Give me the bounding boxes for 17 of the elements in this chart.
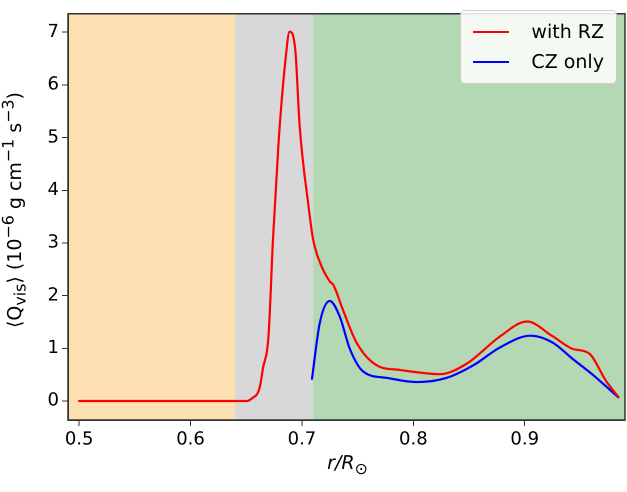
x-tick-label: 0.5 [64,428,94,450]
y-tick-label: 5 [48,126,59,148]
x-tick-label: 0.8 [399,428,428,450]
legend-label: with RZ [531,20,604,45]
y-tick-label: 2 [48,284,59,306]
x-tick-label: 0.9 [510,428,540,450]
legend-label: CZ only [531,50,604,75]
y-tick-label: 3 [48,232,59,253]
line-series [310,300,620,398]
x-axis-title: r/R$_{⊙}$ [327,452,368,478]
y-tick-label: 4 [48,178,59,200]
y-tick-label: 6 [48,74,59,95]
y-tick-label: 1 [48,337,59,358]
y-tick-label: 0 [48,390,59,411]
x-tick-label: 0.6 [176,428,205,450]
y-tick-label: 7 [48,20,59,42]
x-tick-label: 0.7 [288,428,316,450]
